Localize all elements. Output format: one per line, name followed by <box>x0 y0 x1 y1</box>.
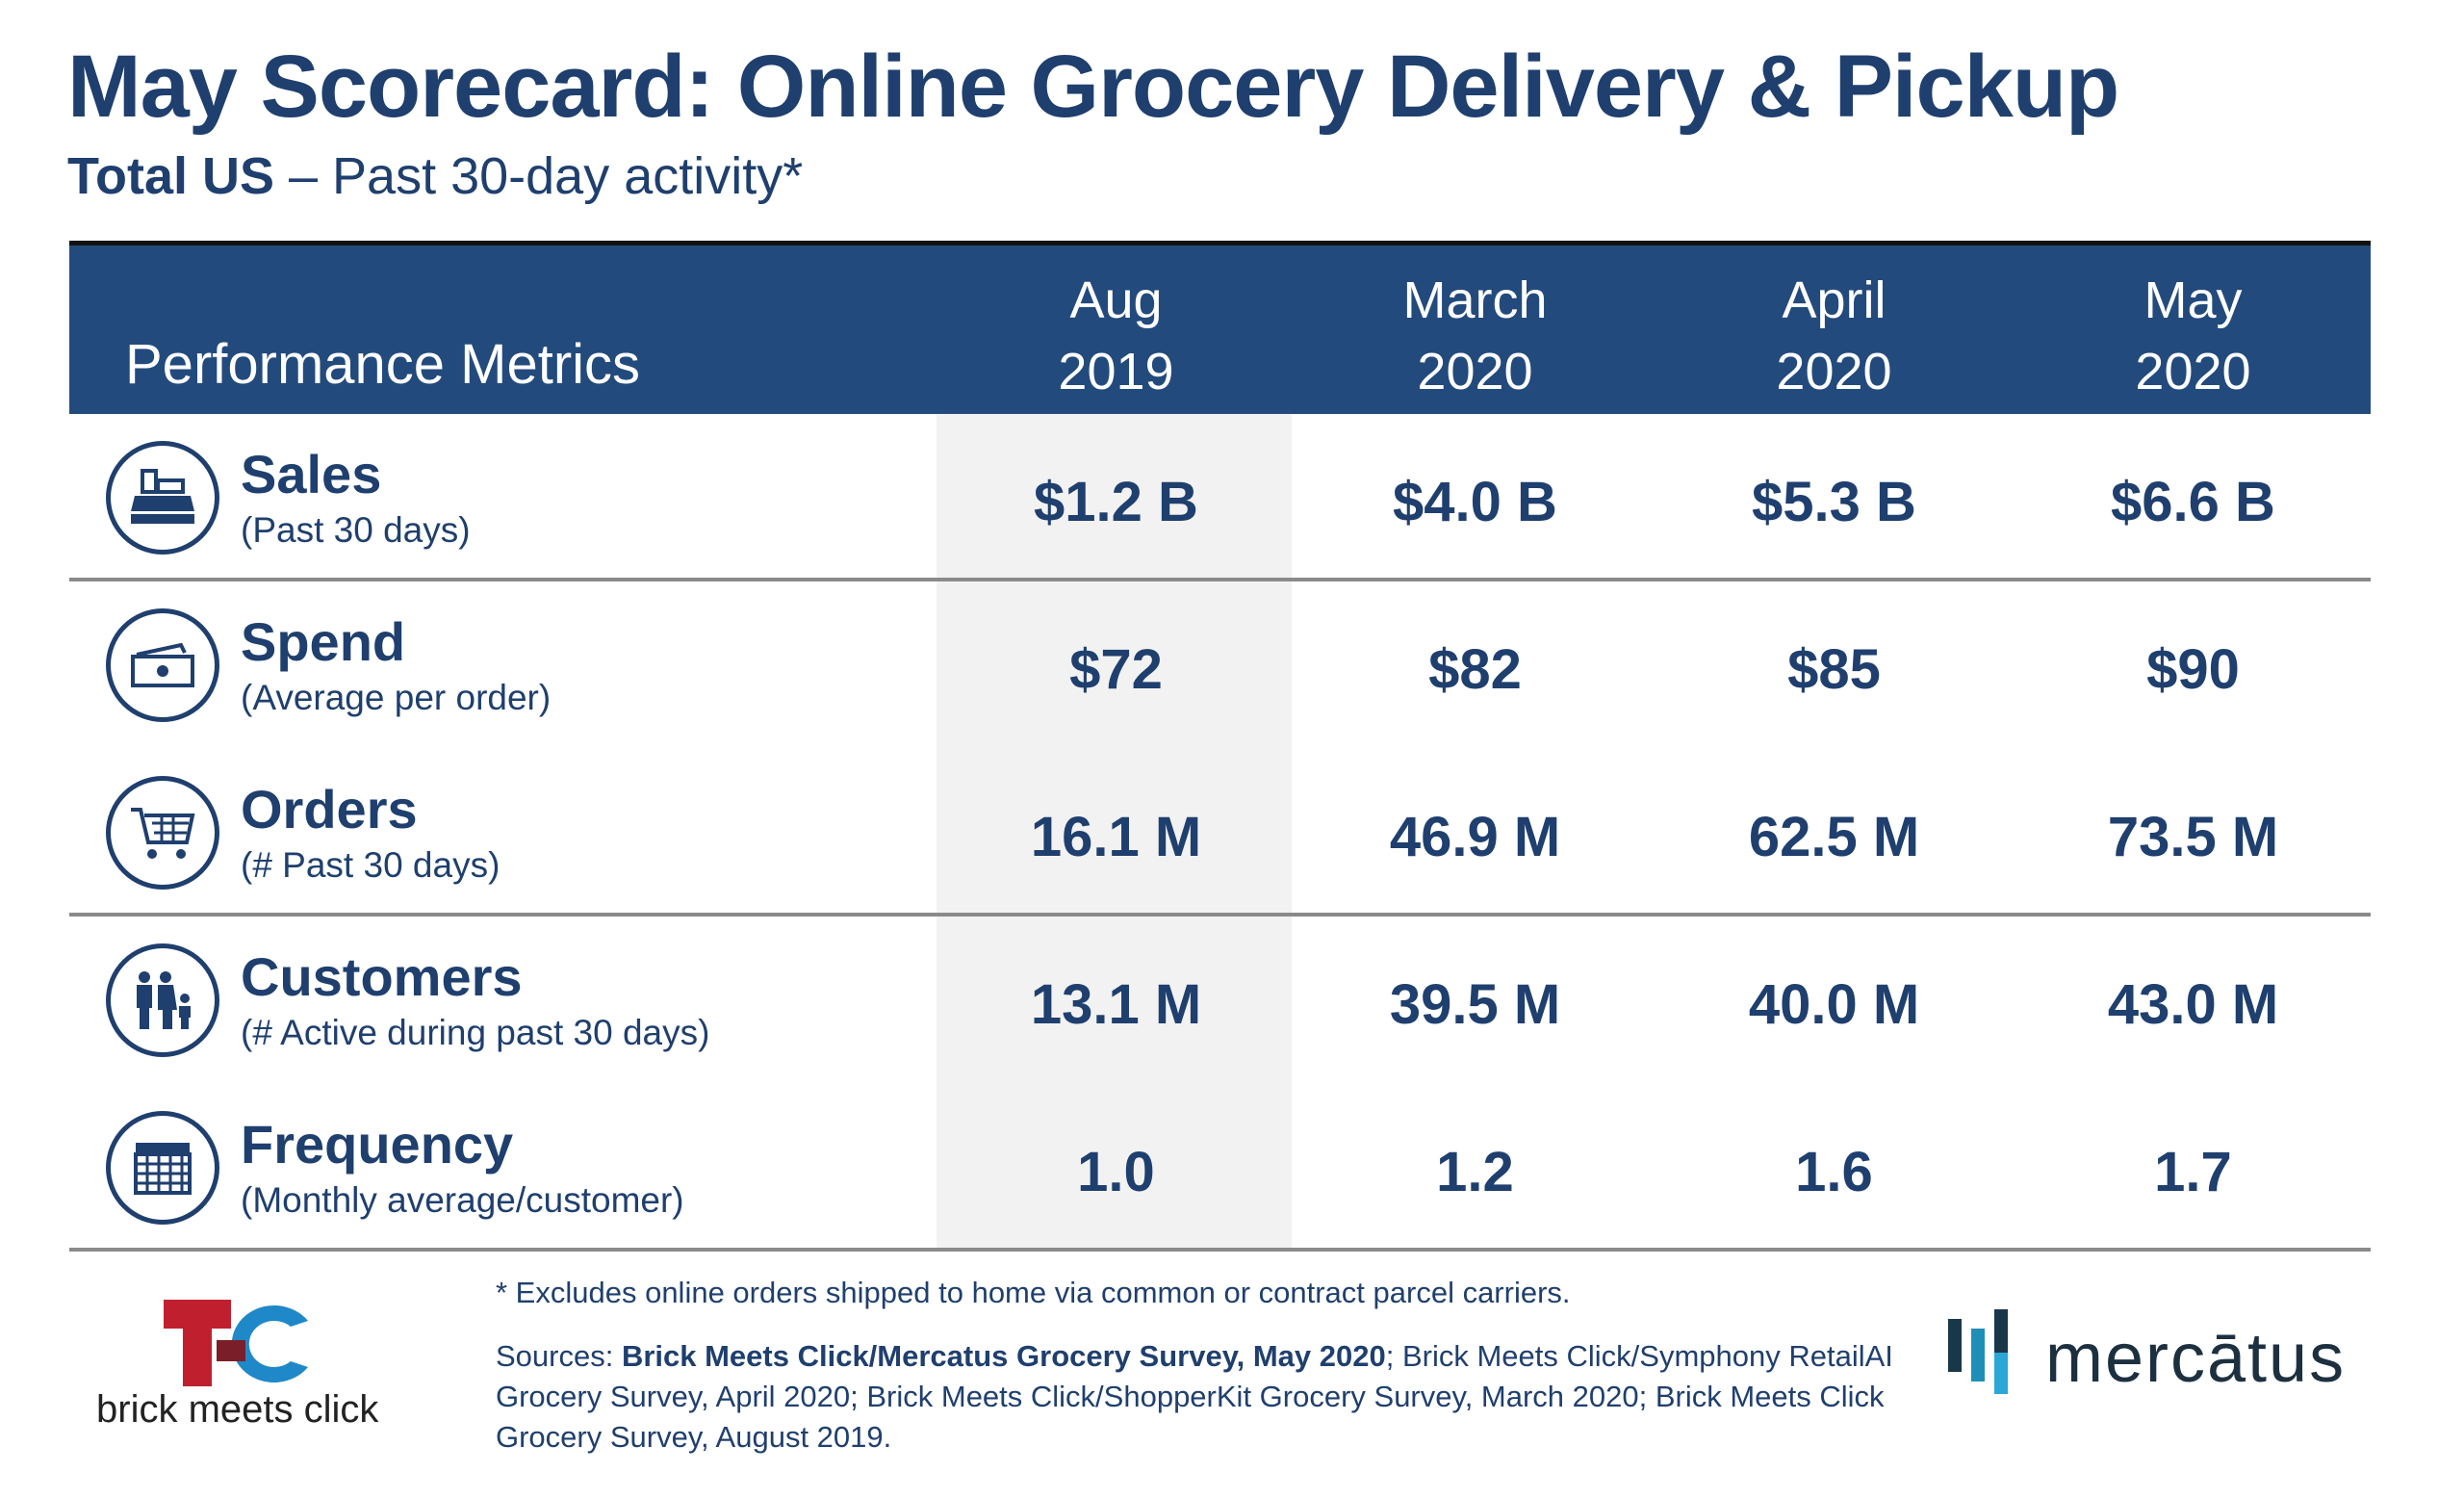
value-cell: $82 <box>1428 638 1522 701</box>
metric-name: Spend <box>241 611 406 672</box>
value-cell: 39.5 M <box>1389 973 1561 1036</box>
bmc-logo-mark <box>164 1300 308 1386</box>
highlight-column <box>937 414 1292 1252</box>
value-cell: $4.0 B <box>1393 471 1557 533</box>
metric-name: Customers <box>241 946 523 1007</box>
table-row: Orders (# Past 30 days) 16.1 M 46.9 M 62… <box>69 749 2371 917</box>
table-row: Frequency (Monthly average/customer) 1.0… <box>69 1084 2371 1252</box>
sources: Sources: Brick Meets Click/Mercatus Groc… <box>496 1339 1893 1454</box>
scorecard-table: Performance Metrics Aug 2019 March 2020 Ap… <box>69 241 2371 1252</box>
brick-meets-click-logo: brick meets click <box>91 1300 448 1444</box>
value-cell: 1.6 <box>1795 1141 1873 1203</box>
header-col-april-2020: April 2020 <box>1776 271 1892 400</box>
mercatus-logo: mercātus <box>1944 1309 2377 1406</box>
value-cell: 73.5 M <box>2107 806 2279 868</box>
table-row: Customers (# Active during past 30 days)… <box>69 917 2371 1084</box>
page-title: May Scorecard: Online Grocery Delivery &… <box>67 38 2119 136</box>
header-label: Performance Metrics <box>125 333 641 396</box>
money-icon <box>106 608 219 722</box>
calendar-icon <box>106 1111 219 1225</box>
header-col-aug-2019: Aug 2019 <box>1058 271 1174 400</box>
mercatus-logo-text: mercātus <box>2045 1320 2347 1397</box>
value-cell: $6.6 B <box>2111 471 2275 533</box>
subtitle-period: – Past 30-day activity* <box>274 147 804 205</box>
value-cell: 16.1 M <box>1030 806 1202 868</box>
value-cell: 46.9 M <box>1389 806 1561 868</box>
metric-description: (# Past 30 days) <box>241 845 500 885</box>
metric-name: Orders <box>241 779 418 839</box>
header-col-may-2020: May 2020 <box>2135 271 2251 400</box>
metric-description: (Average per order) <box>241 678 552 717</box>
cash-register-icon <box>106 441 219 555</box>
value-cell: 62.5 M <box>1748 806 1920 868</box>
value-cell: 40.0 M <box>1748 973 1920 1036</box>
value-cell: 13.1 M <box>1030 973 1202 1036</box>
footnote: * Excludes online orders shipped to home… <box>496 1276 1571 1309</box>
value-cell: $5.3 B <box>1752 471 1916 533</box>
page-subtitle: Total US – Past 30-day activity* <box>67 146 803 206</box>
value-cell: $1.2 B <box>1034 471 1198 533</box>
value-cell: 1.7 <box>2154 1141 2232 1203</box>
metric-description: (# Active during past 30 days) <box>241 1013 710 1052</box>
header-col-march-2020: March 2020 <box>1402 271 1548 400</box>
metric-name: Frequency <box>241 1114 514 1175</box>
metric-name: Sales <box>241 444 382 504</box>
value-cell: 43.0 M <box>2107 973 2279 1036</box>
metric-description: (Past 30 days) <box>241 510 471 550</box>
family-icon <box>106 943 219 1057</box>
cart-icon <box>106 776 219 890</box>
table-row: Spend (Average per order) $72 $82 $85 $9… <box>69 581 2371 749</box>
table-header: Performance Metrics Aug 2019 March 2020 Ap… <box>69 241 2371 414</box>
subtitle-region: Total US <box>67 147 274 205</box>
mercatus-logo-mark <box>1948 1309 2008 1394</box>
value-cell: $72 <box>1069 638 1163 701</box>
metric-description: (Monthly average/customer) <box>241 1180 684 1220</box>
bmc-logo-text: brick meets click <box>96 1388 379 1431</box>
table-row: Sales (Past 30 days) $1.2 B $4.0 B $5.3 … <box>69 414 2371 581</box>
value-cell: 1.2 <box>1436 1141 1514 1203</box>
value-cell: $85 <box>1787 638 1881 701</box>
value-cell: 1.0 <box>1077 1141 1155 1203</box>
value-cell: $90 <box>2146 638 2240 701</box>
